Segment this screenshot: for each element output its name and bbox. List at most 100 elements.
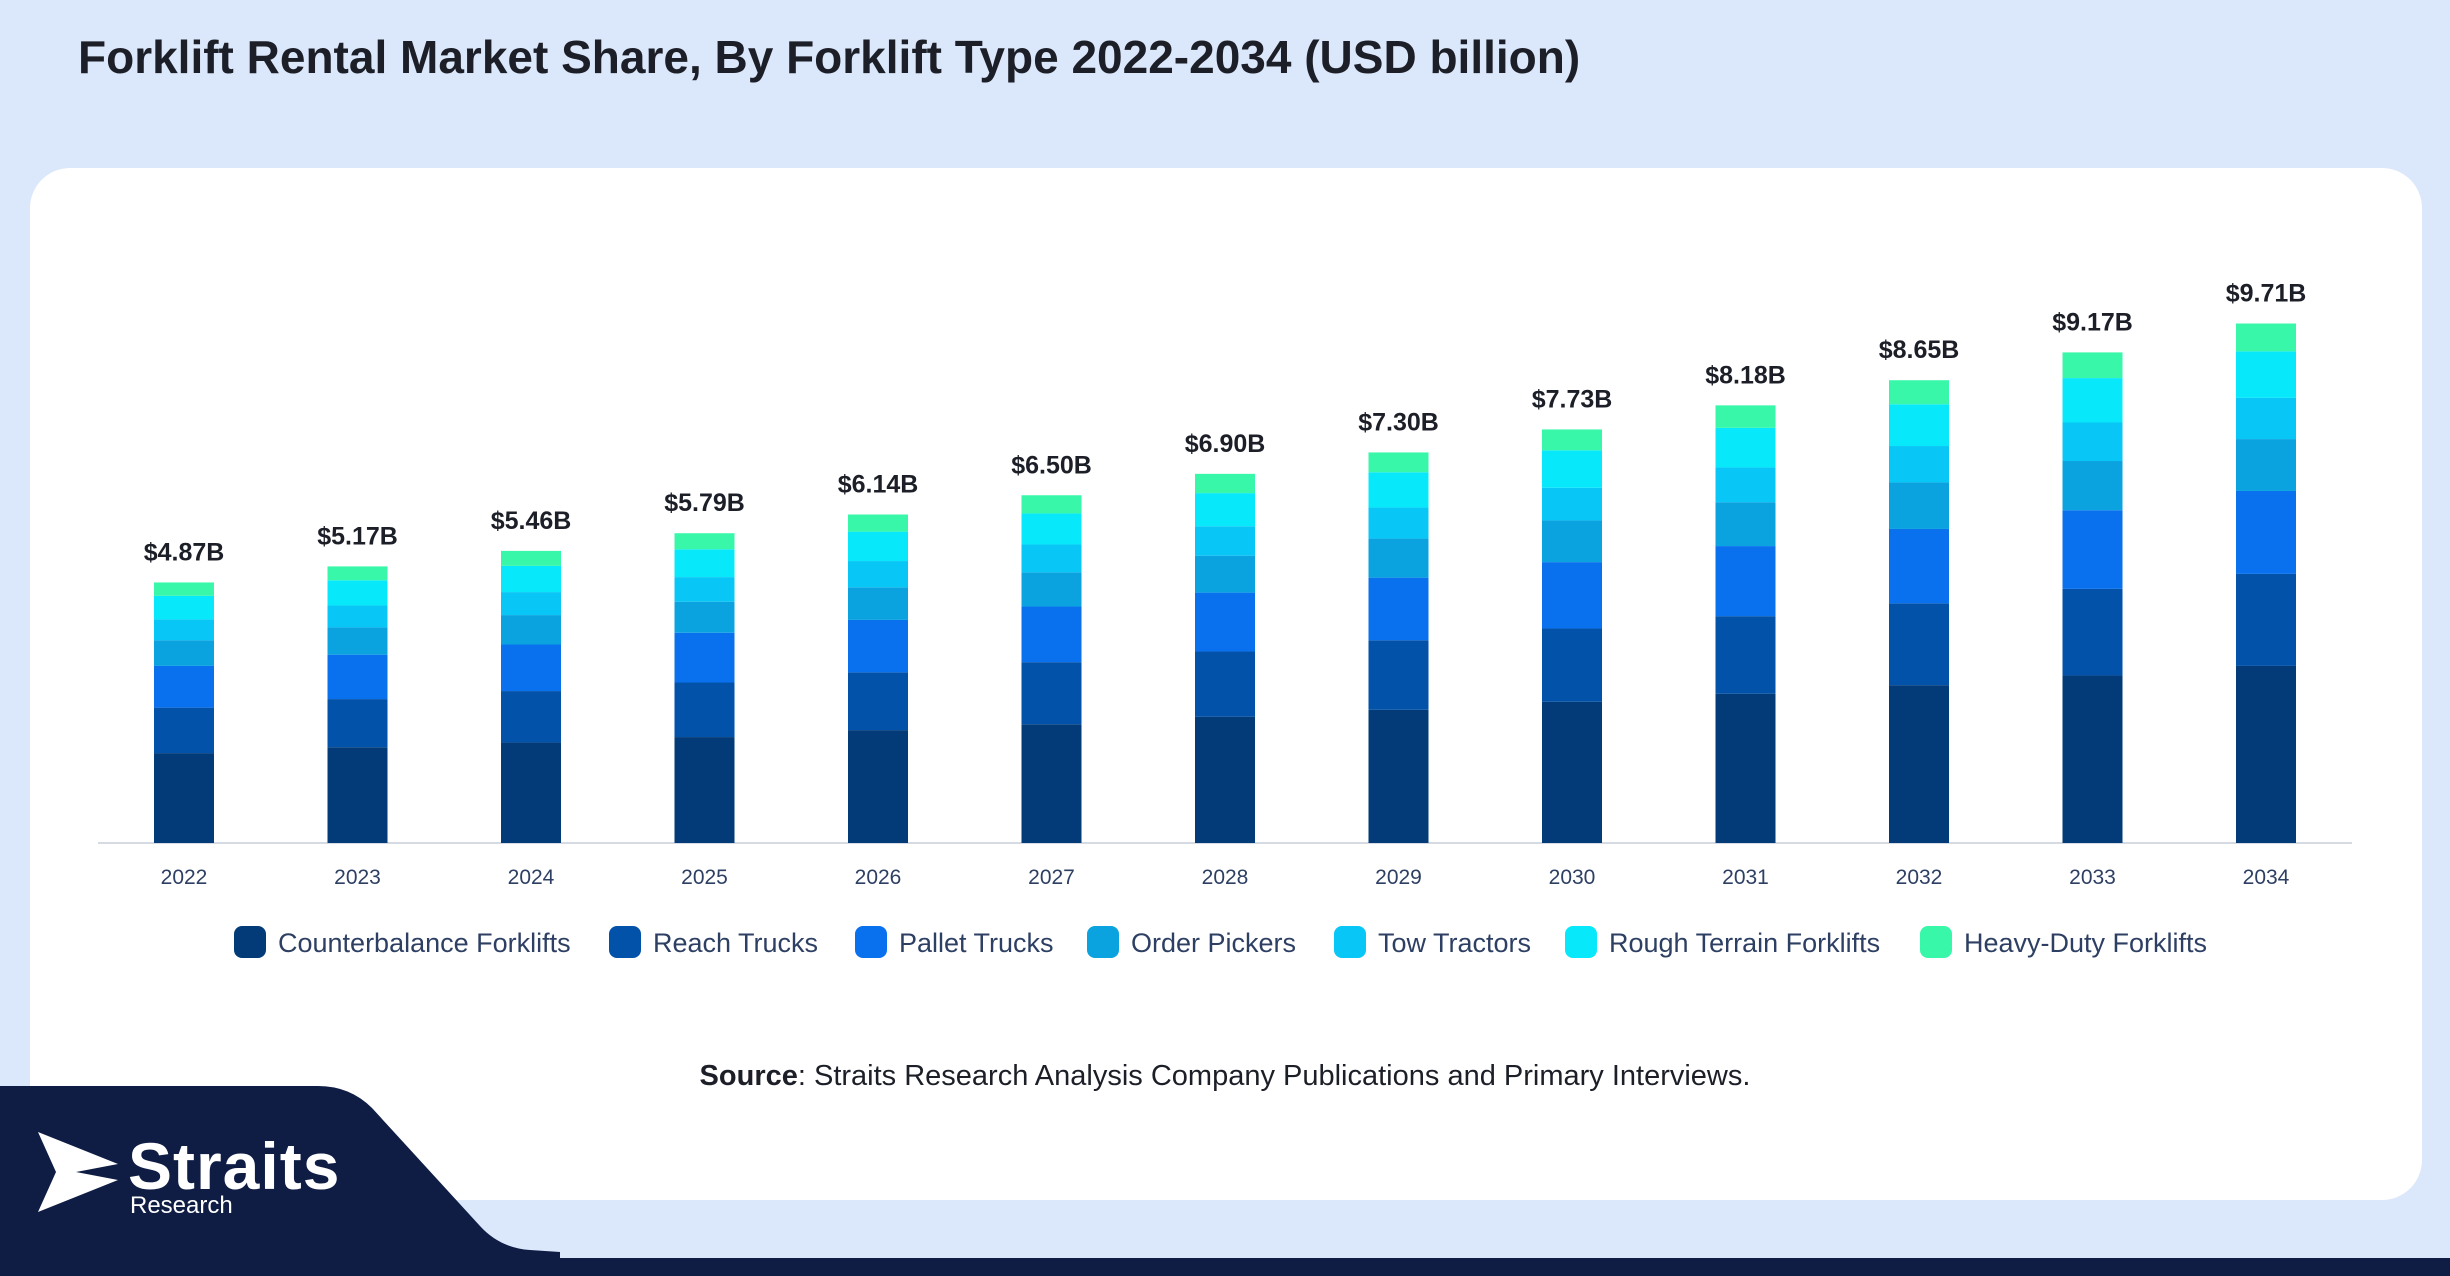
- bar-segment: [1889, 380, 1949, 405]
- bar-segment: [848, 561, 908, 588]
- bar-segment: [1368, 472, 1429, 508]
- bar-segment: [1368, 577, 1429, 641]
- bar-total-label: $8.65B: [1879, 336, 1960, 364]
- bar-segment: [1368, 709, 1429, 843]
- bar-total-label: $9.71B: [2226, 280, 2307, 308]
- x-tick-label: 2026: [855, 866, 902, 889]
- bar-segment: [327, 566, 388, 581]
- bar-segment: [848, 619, 908, 673]
- bar-segment: [501, 644, 561, 692]
- bar-total-label: $5.79B: [664, 489, 745, 517]
- bar-total-label: $8.18B: [1705, 361, 1786, 389]
- bar-segment: [1542, 520, 1602, 563]
- legend-label: Tow Tractors: [1378, 928, 1531, 958]
- legend-label: Order Pickers: [1131, 928, 1296, 958]
- bar-segment: [1195, 592, 1255, 652]
- bar-segment: [1368, 452, 1429, 473]
- source-label: Source: [699, 1060, 798, 1092]
- bar-segment: [154, 640, 214, 666]
- stacked-bar-chart: $4.87B 2022 $5.17B 2023 $5.46B 2024 $5.79B 2025…: [98, 280, 2352, 958]
- x-tick-label: 2031: [1722, 866, 1769, 889]
- bar-segment: [848, 672, 908, 731]
- logo-name: Straits: [128, 1129, 341, 1203]
- legend-swatch: [234, 926, 266, 958]
- bar-segment: [327, 699, 388, 748]
- bar-segment: [1368, 640, 1429, 710]
- bar-total-label: $5.17B: [317, 522, 398, 550]
- bar-segment: [1195, 555, 1255, 593]
- bar-segment: [2062, 461, 2123, 511]
- bar-segment: [154, 753, 214, 843]
- bar-segment: [1195, 493, 1255, 527]
- bar-segment: [1021, 572, 1082, 607]
- x-tick-label: 2028: [1202, 866, 1249, 889]
- bar-segment: [1542, 429, 1602, 451]
- bar-segment: [848, 730, 908, 843]
- bar-segment: [327, 747, 388, 843]
- bar-segment: [154, 595, 214, 620]
- bar-segment: [327, 654, 388, 700]
- legend-label: Pallet Trucks: [899, 928, 1054, 958]
- bar-segment: [674, 533, 735, 550]
- bar-segment: [2236, 573, 2296, 666]
- bar-segment: [2236, 351, 2296, 398]
- bar-segment: [1021, 495, 1082, 514]
- bar-segment: [1715, 546, 1776, 617]
- bar-segment: [154, 707, 214, 754]
- bar-segment: [501, 615, 561, 645]
- bar-segment: [674, 601, 735, 633]
- bar-segment: [1715, 467, 1776, 503]
- bar-segment: [674, 577, 735, 602]
- bar-segment: [501, 691, 561, 743]
- bar-segment: [1195, 473, 1255, 494]
- bar-segment: [1542, 450, 1602, 488]
- x-tick-label: 2022: [161, 866, 208, 889]
- bar-segment: [848, 531, 908, 562]
- bar-total-label: $9.17B: [2052, 308, 2133, 336]
- straits-logo-icon: [38, 1132, 118, 1212]
- legend-swatch: [855, 926, 887, 958]
- bar-segment: [2062, 588, 2123, 676]
- page-title: Forklift Rental Market Share, By Forklif…: [78, 31, 1581, 83]
- bar-segment: [2062, 675, 2123, 843]
- bar-segment: [327, 580, 388, 606]
- legend-label: Rough Terrain Forklifts: [1609, 928, 1880, 958]
- bar-segment: [2062, 422, 2123, 462]
- bar-segment: [2236, 323, 2296, 352]
- bar-segment: [154, 665, 214, 708]
- x-tick-label: 2030: [1549, 866, 1596, 889]
- bar-segment: [1889, 685, 1949, 843]
- source-note: Source: Straits Research Analysis Compan…: [0, 1060, 2450, 1093]
- bar-segment: [2236, 397, 2296, 440]
- source-text: : Straits Research Analysis Company Publ…: [797, 1060, 1751, 1092]
- bar-total-label: $7.30B: [1358, 408, 1439, 436]
- legend-swatch: [1565, 926, 1597, 958]
- bar-segment: [327, 627, 388, 655]
- bar-segment: [1542, 562, 1602, 629]
- legend-swatch: [1087, 926, 1119, 958]
- bar-segment: [1021, 662, 1082, 725]
- bar-total-label: $6.90B: [1185, 430, 1266, 458]
- x-tick-label: 2033: [2069, 866, 2116, 889]
- footer-band: [0, 1258, 2450, 1276]
- bar-segment: [674, 632, 735, 683]
- x-tick-label: 2029: [1375, 866, 1422, 889]
- legend-swatch: [1334, 926, 1366, 958]
- bar-total-label: $6.50B: [1011, 451, 1092, 479]
- bar-segment: [1889, 603, 1949, 686]
- bar-segment: [2062, 510, 2123, 589]
- bar-segment: [501, 742, 561, 843]
- logo-subtitle: Research: [130, 1192, 233, 1219]
- bar-segment: [848, 587, 908, 620]
- x-tick-label: 2025: [681, 866, 728, 889]
- legend-label: Reach Trucks: [653, 928, 818, 958]
- bar-segment: [1195, 526, 1255, 556]
- bar-segment: [1368, 538, 1429, 578]
- x-tick-label: 2024: [508, 866, 555, 889]
- legend-label: Counterbalance Forklifts: [278, 928, 571, 958]
- bar-segment: [674, 737, 735, 843]
- x-tick-label: 2023: [334, 866, 381, 889]
- legend-label: Heavy-Duty Forklifts: [1964, 928, 2207, 958]
- bar-segment: [2062, 378, 2123, 423]
- bar-segment: [154, 582, 214, 596]
